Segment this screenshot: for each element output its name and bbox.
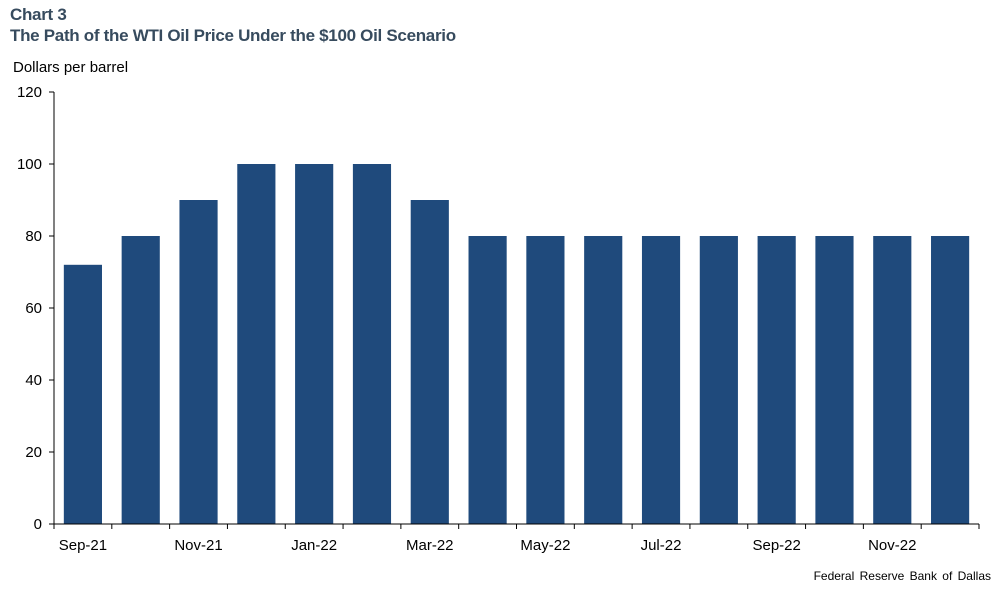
y-tick-label: 100 (17, 156, 42, 173)
x-tick-label: Sep-21 (59, 537, 107, 554)
x-tick-label: Jan-22 (291, 537, 337, 554)
bar-may-22 (526, 236, 565, 524)
bar-feb-22 (352, 164, 392, 524)
x-tick-label: Nov-22 (868, 537, 916, 554)
x-tick-label: Jul-22 (641, 537, 682, 554)
chart-title: The Path of the WTI Oil Price Under the … (10, 26, 456, 45)
bar-oct-21 (121, 236, 160, 524)
bar-jun-22 (584, 236, 623, 524)
bar-sep-21 (63, 264, 102, 524)
bar-dec-22 (931, 236, 970, 524)
bar-aug-22 (699, 236, 738, 524)
bar-oct-22 (815, 236, 854, 524)
x-tick-label: Nov-21 (174, 537, 222, 554)
source-note: Federal Reserve Bank of Dallas (813, 569, 991, 583)
bars-group (63, 164, 970, 524)
y-tick-label: 80 (25, 228, 42, 245)
bar-nov-22 (873, 236, 912, 524)
bar-mar-22 (410, 200, 449, 524)
x-tick-label: May-22 (520, 537, 570, 554)
y-tick-label: 40 (25, 372, 42, 389)
y-tick-label: 0 (34, 516, 42, 533)
y-axis: 0 20 40 60 80 100 120 (17, 84, 55, 533)
bar-nov-21 (179, 200, 218, 524)
y-tick-label: 60 (25, 300, 42, 317)
y-tick-label: 20 (25, 444, 42, 461)
x-axis: Sep-21 Nov-21 Jan-22 Mar-22 May-22 Jul-22 Sep-… (53, 523, 980, 554)
bar-dec-21 (237, 164, 276, 524)
bar-jul-22 (641, 236, 681, 524)
chart-label: Chart 3 (10, 5, 67, 24)
x-tick-label: Sep-22 (752, 537, 800, 554)
y-tick-label: 120 (17, 84, 42, 101)
bar-sep-22 (757, 236, 796, 524)
bar-jan-22 (295, 164, 334, 524)
x-tick-label: Mar-22 (406, 537, 454, 554)
bar-apr-22 (468, 236, 507, 524)
y-axis-label: Dollars per barrel (13, 59, 129, 76)
